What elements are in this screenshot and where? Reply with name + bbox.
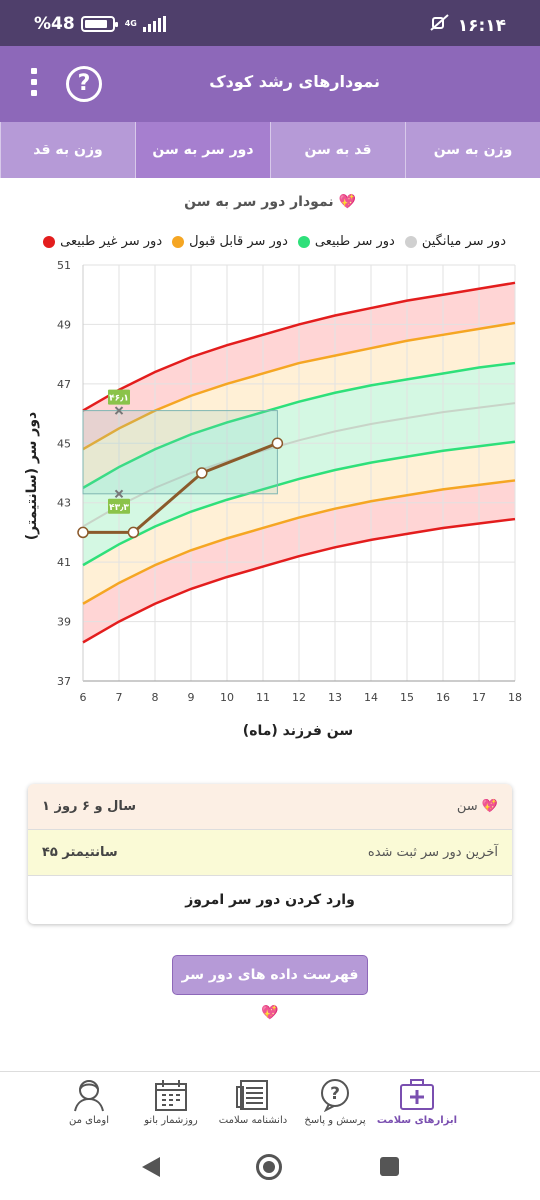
x-tick-label: 15 <box>400 691 414 704</box>
data-list-button[interactable]: فهرست داده های دور سر 💖 <box>172 955 368 1021</box>
y-tick-label: 37 <box>57 675 71 688</box>
tab-height-for-age[interactable]: قد به سن <box>270 122 405 178</box>
app-bar: ? نمودارهای رشد کودک <box>0 46 540 122</box>
system-nav-bar <box>0 1137 540 1200</box>
legend-item-acceptable[interactable]: دور سر قابل قبول <box>172 234 288 249</box>
chart-tabs: وزن به سن قد به سن دور سر به سن وزن به ق… <box>0 122 540 178</box>
chart-legend: دور سر غیر طبیعی دور سر قابل قبول دور سر… <box>43 234 506 249</box>
chart-title: نمودار دور سر به سن 💖 <box>184 194 356 210</box>
more-menu-icon[interactable] <box>24 68 44 102</box>
range-label: ۴۶٫۱ <box>109 394 129 404</box>
legend-dot <box>297 235 310 248</box>
legend-item-mean[interactable]: دور سر میانگین <box>404 234 506 249</box>
status-left: %48 4G <box>34 14 166 34</box>
range-label-box <box>108 498 130 514</box>
last-measurement-label: آخرین دور سر ثبت شده <box>367 845 498 860</box>
series-line-red-lower <box>82 517 516 644</box>
tab-weight-for-height[interactable]: وزن به قد <box>0 122 135 178</box>
mute-icon <box>430 14 450 37</box>
measurement-point <box>271 437 284 450</box>
back-icon[interactable] <box>142 1157 160 1177</box>
status-bar: %48 4G ۱۶:۱۴ <box>0 0 540 46</box>
y-tick-label: 49 <box>57 318 71 331</box>
recents-icon[interactable] <box>380 1157 399 1176</box>
question-bubble-icon: ? <box>321 1079 349 1112</box>
series-line-red-upper <box>82 281 516 412</box>
chart-ticks: 6 7 8 9 10 11 12 13 14 15 16 17 18 37 39 41 43 45 47 49 51 <box>57 259 522 704</box>
nav-encyclopedia[interactable]: دانشنامه سلامت <box>212 1072 294 1137</box>
legend-dot <box>404 235 417 248</box>
age-label: سن 💖 <box>456 799 498 814</box>
legend-dot <box>172 235 185 248</box>
bottom-nav: ابزارهای سلامت ? پرسش و پاسخ دانشنامه سل… <box>0 1071 540 1137</box>
legend-item-normal[interactable]: دور سر طبیعی <box>297 234 395 249</box>
chart-grid <box>82 264 516 682</box>
y-tick-label: 43 <box>57 497 71 510</box>
series-line-green-upper <box>82 361 516 489</box>
x-tick-label: 17 <box>472 691 486 704</box>
encyclopedia-icon <box>236 1080 268 1110</box>
network-type: 4G <box>124 19 137 28</box>
svg-text:?: ? <box>330 1084 340 1104</box>
y-tick-label: 51 <box>57 259 71 272</box>
range-marker-icon <box>114 489 124 499</box>
series-line-mean <box>82 402 516 528</box>
status-right: ۱۶:۱۴ <box>430 14 506 37</box>
x-tick-label: 18 <box>508 691 522 704</box>
nav-profile[interactable]: اومای من <box>48 1072 130 1137</box>
measurement-point <box>196 467 208 479</box>
last-measurement-row: آخرین دور سر ثبت شده ۴۵ سانتیمتر <box>28 830 512 876</box>
clock: ۱۶:۱۴ <box>457 15 506 36</box>
x-tick-label: 9 <box>188 691 195 704</box>
x-tick-label: 11 <box>256 691 270 704</box>
legend-dot <box>43 235 56 248</box>
battery-icon <box>80 16 118 32</box>
x-tick-label: 13 <box>328 691 342 704</box>
range-marker-icon <box>114 406 124 415</box>
series-line-orange-lower <box>82 479 516 605</box>
x-tick-label: 14 <box>364 691 378 704</box>
last-measurement-value: ۴۵ سانتیمتر <box>42 845 118 860</box>
y-tick-label: 45 <box>57 437 71 450</box>
legend-item-abnormal[interactable]: دور سر غیر طبیعی <box>43 234 162 249</box>
x-tick-label: 16 <box>436 691 450 704</box>
age-value: ۱ سال و ۶ روز <box>42 799 137 814</box>
y-tick-label: 47 <box>57 378 71 391</box>
y-tick-label: 39 <box>57 616 71 629</box>
nav-calendar[interactable]: روزشمار بانو <box>130 1072 212 1137</box>
x-tick-label: 7 <box>116 691 123 704</box>
highlight-range-box <box>82 410 278 495</box>
home-icon[interactable] <box>256 1154 282 1180</box>
range-label-box <box>108 389 130 405</box>
x-tick-label: 6 <box>80 691 87 704</box>
range-label: ۴۳٫۳ <box>109 503 129 513</box>
calendar-icon <box>155 1080 187 1111</box>
tab-weight-for-age[interactable]: وزن به سن <box>405 122 540 178</box>
x-axis-label: سن فرزند (ماه) <box>243 723 353 739</box>
signal-icon <box>142 16 166 32</box>
measurement-point <box>127 526 140 539</box>
help-button[interactable]: ? <box>66 66 102 102</box>
x-tick-label: 8 <box>152 691 159 704</box>
battery-percent: %48 <box>34 14 75 34</box>
series-line-green-lower <box>82 440 516 567</box>
medical-kit-icon <box>400 1079 434 1110</box>
chart-highlight: ۴۶٫۱ ۴۳٫۳ <box>82 389 278 514</box>
chart-measurements <box>77 437 284 539</box>
page-title: نمودارهای رشد کودک <box>209 72 380 91</box>
nav-qa[interactable]: ? پرسش و پاسخ <box>294 1072 376 1137</box>
y-tick-label: 41 <box>57 556 71 569</box>
measurement-point <box>77 526 89 539</box>
info-card: سن 💖 ۱ سال و ۶ روز آخرین دور سر ثبت شده … <box>28 784 512 924</box>
age-row: سن 💖 ۱ سال و ۶ روز <box>28 784 512 830</box>
x-tick-label: 10 <box>220 691 234 704</box>
head-circumference-chart[interactable]: ۴۶٫۱ ۴۳٫۳ 6 7 8 9 10 11 12 13 14 15 16 17 18 37 39 41 43 4… <box>0 255 540 755</box>
profile-icon <box>74 1080 104 1112</box>
y-axis-label: دور سر (سانتیمتر) <box>24 412 40 541</box>
nav-health-tools[interactable]: ابزارهای سلامت <box>376 1072 458 1137</box>
measurement-line <box>83 441 278 534</box>
x-tick-label: 12 <box>292 691 306 704</box>
tab-head-for-age[interactable]: دور سر به سن <box>135 122 270 178</box>
enter-today-button[interactable]: وارد کردن دور سر امروز <box>185 892 355 908</box>
